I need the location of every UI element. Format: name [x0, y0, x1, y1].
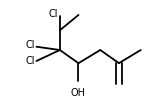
Text: OH: OH	[71, 88, 86, 98]
Text: Cl: Cl	[49, 9, 58, 19]
Text: Cl: Cl	[25, 40, 35, 50]
Text: Cl: Cl	[25, 56, 35, 66]
